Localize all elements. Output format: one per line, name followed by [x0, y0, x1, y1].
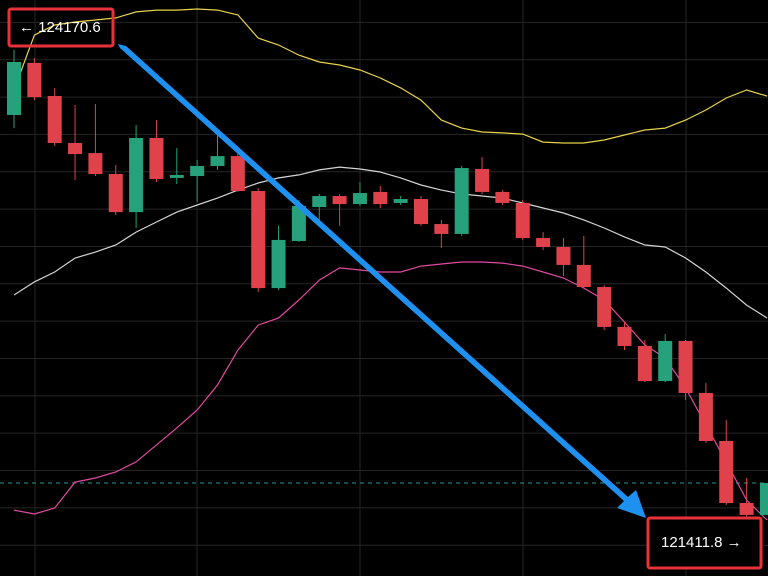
- candle-body: [597, 286, 612, 327]
- candle-body: [108, 174, 123, 213]
- candle-body: [27, 62, 42, 98]
- candle-body: [536, 238, 551, 248]
- annotation-box: [646, 516, 763, 570]
- candle-body: [190, 165, 205, 177]
- candle-body: [7, 61, 21, 116]
- candle-body: [414, 199, 428, 225]
- annotation-label: 121411.8 →: [661, 534, 742, 551]
- candle-body: [210, 156, 225, 166]
- candle-body: [678, 340, 693, 394]
- candle-body: [617, 326, 632, 346]
- candle-body: [251, 191, 266, 289]
- candle-body: [271, 239, 286, 289]
- candle-body: [169, 174, 184, 178]
- candle-body: [739, 502, 754, 515]
- candle-body: [576, 264, 591, 287]
- candle-body: [312, 196, 327, 208]
- candle-body: [698, 393, 713, 442]
- trend-arrow: [118, 44, 646, 518]
- candle-body: [475, 168, 490, 192]
- annotation-box: [7, 7, 115, 48]
- candle-body: [454, 168, 469, 234]
- vertical-grid: [34, 0, 687, 576]
- band-line: [13, 8, 768, 144]
- candle-body: [230, 156, 245, 192]
- candle-body: [373, 191, 388, 205]
- candle-body: [47, 95, 62, 144]
- candle-body: [352, 193, 367, 205]
- candle-body: [129, 137, 144, 213]
- band-line: [13, 261, 768, 521]
- candle-body: [515, 202, 530, 239]
- candle-body: [68, 143, 83, 155]
- band-line: [13, 166, 768, 319]
- annotation-label: ← 124170.6: [19, 19, 101, 36]
- candle-body: [637, 345, 652, 382]
- candle-body: [658, 340, 673, 382]
- candle-body: [556, 247, 571, 265]
- candle-body: [149, 137, 164, 180]
- candle-body: [332, 196, 347, 205]
- candle-body: [759, 483, 768, 515]
- candle-body: [495, 191, 510, 203]
- candle-body: [88, 153, 103, 175]
- candle-body: [291, 205, 306, 242]
- candle-body: [434, 224, 449, 234]
- candle-body: [393, 199, 408, 203]
- candle-body: [719, 441, 734, 503]
